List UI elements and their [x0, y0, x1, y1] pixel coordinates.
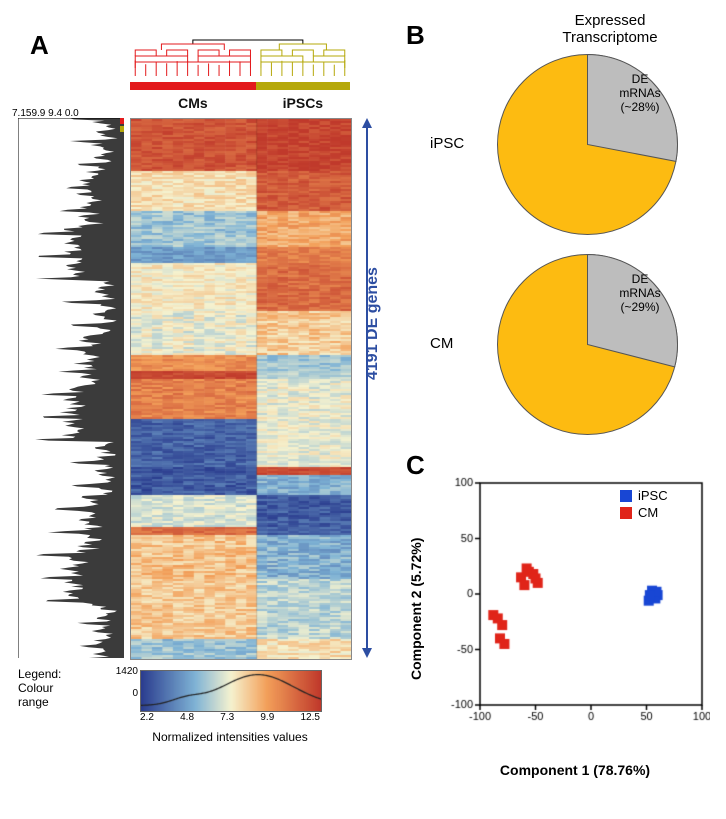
colorbar-strip — [140, 670, 322, 712]
de-range-arrow-bot — [362, 648, 372, 658]
panel-b-label: B — [406, 20, 425, 51]
legend-line-3: range — [18, 695, 49, 709]
pca-ylabel: Component 2 (5.72%) — [408, 538, 424, 680]
legend-line-2: Colour — [18, 681, 53, 695]
column-cluster-bars — [130, 82, 350, 90]
legend-y-bot: 0 — [132, 688, 138, 699]
pca-xlabel: Component 1 (78.76%) — [440, 762, 710, 778]
panel-a-label: A — [30, 30, 49, 61]
pie-ipsc-slice-label: DEmRNAs(~28%) — [605, 72, 675, 114]
pie-ipsc-row-label: iPSC — [430, 135, 464, 152]
colorbar-legend-label: Legend: Colour range — [18, 668, 61, 709]
legend-y-top: 1420 — [116, 666, 138, 677]
pie-group-title: ExpressedTranscriptome — [520, 12, 700, 46]
column-group-labels: CMsiPSCs — [130, 95, 350, 111]
column-dendrogram — [130, 38, 350, 76]
figure-root: A CMsiPSCs 7.159.9 9.4 0.0 4191 DE genes… — [0, 0, 726, 819]
colorbar-axis-label: Normalized intensities values — [130, 730, 330, 744]
panel-c-label: C — [406, 450, 425, 481]
colorbar-xticks: 2.24.87.39.912.5 — [140, 712, 320, 723]
pie-cm-row-label: CM — [430, 335, 453, 352]
row-dendrogram — [18, 118, 124, 658]
pca-scatter — [440, 475, 710, 735]
de-range-arrow-top — [362, 118, 372, 128]
pca-legend: iPSCCM — [620, 488, 668, 522]
colorbar-y-ticks: 1420 0 — [110, 666, 138, 699]
heatmap — [130, 118, 352, 660]
de-genes-label: 4191 DE genes — [364, 267, 382, 380]
de-range-line — [366, 128, 368, 648]
pie-cm-slice-label: DEmRNAs(~29%) — [605, 272, 675, 314]
legend-line-1: Legend: — [18, 667, 61, 681]
